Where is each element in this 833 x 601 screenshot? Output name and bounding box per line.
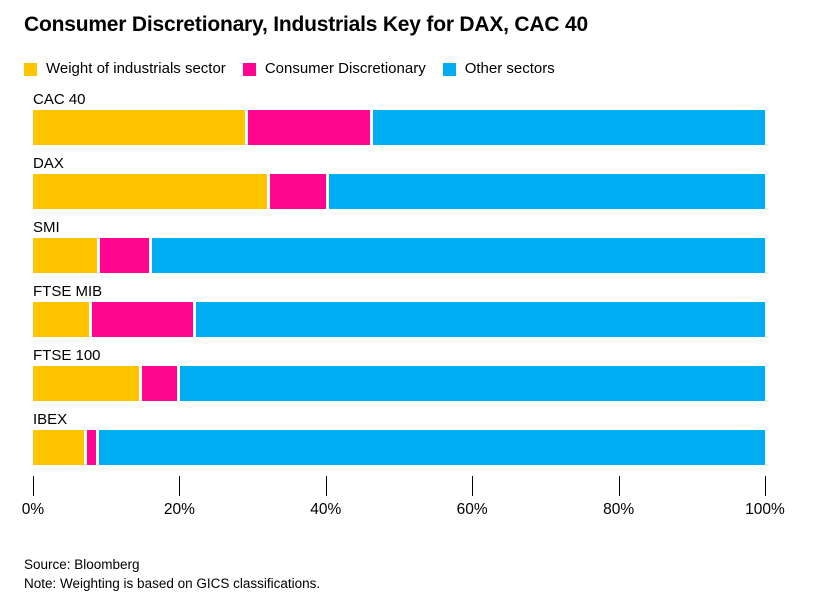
legend-label: Other sectors [464,60,555,77]
category-label: IBEX [33,411,68,428]
stacked-bar [33,238,765,273]
yellow-swatch-icon [24,62,37,76]
bar-segment-consumer-discretionary [97,238,150,273]
x-axis-tick-label: 20% [163,501,195,518]
category-label: DAX [33,155,64,172]
stacked-bar [33,174,765,209]
bar-segment-industrials [33,366,140,401]
x-axis-tick-label: 40% [310,501,342,518]
bar-segment-consumer-discretionary [84,430,96,465]
footer: Source: Bloomberg Note: Weighting is bas… [24,555,833,593]
legend-label: Weight of industrials sector [46,60,226,77]
bar-segment-other-sectors [149,238,765,273]
stacked-bar [33,110,765,145]
bar-segment-industrials [33,110,246,145]
chart-title: Consumer Discretionary, Industrials Key … [24,13,588,36]
magenta-swatch-icon [242,62,256,76]
chart-row: CAC 40 [33,92,765,145]
stacked-bar [33,430,765,465]
category-label: FTSE MIB [33,283,103,300]
x-axis: 0% 20% 40% 60% 80% 100% [22,476,785,524]
chart-row: IBEX [33,412,765,465]
bar-segment-other-sectors [325,174,765,209]
blue-swatch-icon [442,62,456,76]
bar-segment-consumer-discretionary [89,302,194,337]
x-axis-tick-label: 0% [21,501,45,518]
category-label: CAC 40 [33,91,86,108]
x-axis-tick [618,476,620,496]
source-text: Source: Bloomberg [24,557,140,572]
x-axis-tick-label: 60% [456,501,488,518]
chart-row: SMI [33,220,765,273]
x-axis-tick [33,476,34,496]
legend-label: Consumer Discretionary [264,60,426,77]
x-axis-tick [765,476,766,496]
bar-segment-other-sectors [369,110,765,145]
bar-segment-consumer-discretionary [139,366,178,401]
bar-segment-other-sectors [193,302,765,337]
x-axis-tick-label: 100% [745,501,785,518]
x-axis-tick [472,476,474,496]
chart-row: DAX [33,156,765,209]
bar-segment-consumer-discretionary [245,110,370,145]
bar-segment-other-sectors [95,430,765,465]
legend-item-industrials: Weight of industrials sector [24,60,226,78]
chart-rows: CAC 40 DAX SMI FTSE MIB FTSE 100 IBEX [33,92,765,465]
bar-segment-industrials [33,238,98,273]
bar-segment-industrials [33,430,85,465]
category-label: SMI [33,219,60,236]
note-text: Note: Weighting is based on GICS classif… [24,576,321,591]
bar-segment-industrials [33,174,268,209]
chart-row: FTSE 100 [33,348,765,401]
bar-segment-consumer-discretionary [267,174,326,209]
chart-row: FTSE MIB [33,284,765,337]
stacked-bar [33,366,765,401]
stacked-bar [33,302,765,337]
legend: Weight of industrials sector Consumer Di… [24,60,833,78]
legend-item-consumer-discretionary: Consumer Discretionary [242,60,426,78]
category-label: FTSE 100 [33,347,101,364]
bar-segment-other-sectors [177,366,765,401]
x-axis-tick-label: 80% [603,501,635,518]
bar-segment-industrials [33,302,90,337]
legend-item-other-sectors: Other sectors [442,60,555,78]
x-axis-tick [325,476,327,496]
x-axis-tick [179,476,181,496]
